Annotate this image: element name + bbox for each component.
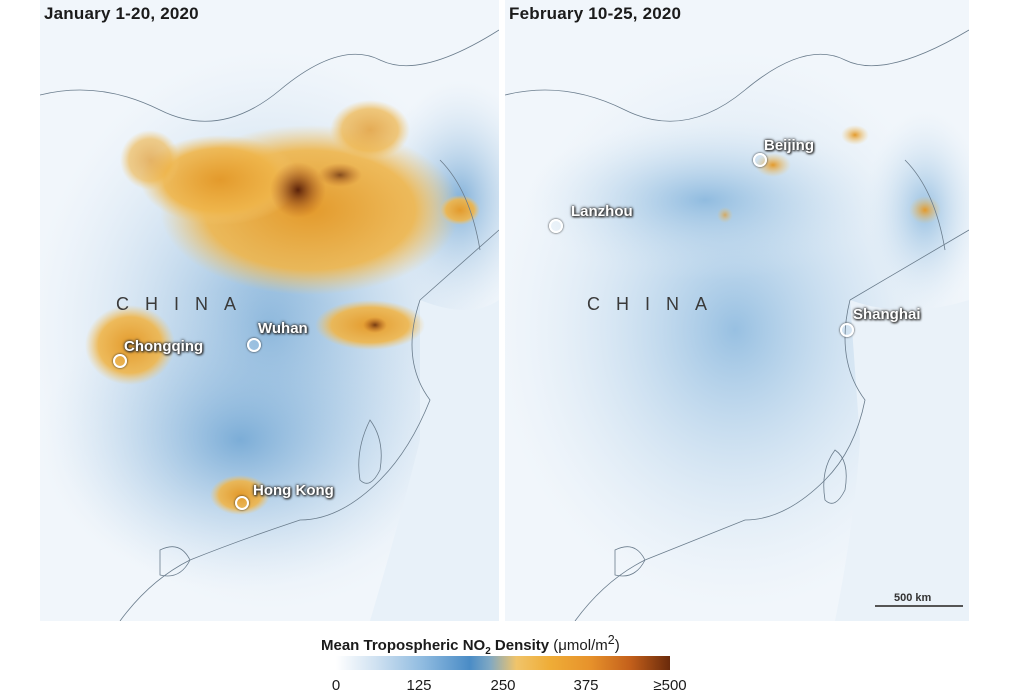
city-marker-beijing bbox=[753, 153, 767, 167]
city-marker-lanzhou bbox=[549, 219, 563, 233]
legend-tick-375: 375 bbox=[573, 677, 599, 694]
city-label-beijing: Beijing bbox=[764, 137, 815, 154]
map-title-february: February 10-25, 2020 bbox=[509, 4, 682, 23]
legend-unit: (μmol/m2) bbox=[553, 633, 620, 654]
scale-bar-label: 500 km bbox=[894, 592, 932, 604]
city-marker-shanghai bbox=[840, 323, 854, 337]
city-label-wuhan: Wuhan bbox=[258, 320, 308, 337]
legend-title-subscript: 2 bbox=[485, 646, 491, 657]
country-label-china: CHINA bbox=[587, 294, 724, 314]
legend-unit-prefix: (μmol/m bbox=[553, 637, 608, 654]
scale-bar bbox=[875, 605, 963, 607]
legend-tick-125: 125 bbox=[406, 677, 432, 694]
legend-color-bar bbox=[336, 656, 670, 670]
city-marker-hong-kong bbox=[235, 496, 249, 510]
city-label-lanzhou: Lanzhou bbox=[571, 203, 633, 220]
city-label-hong-kong: Hong Kong bbox=[253, 482, 334, 499]
legend-title-suffix: Density bbox=[490, 637, 554, 654]
map-january-no2 bbox=[40, 29, 499, 621]
map-panel-february: February 10-25, 2020 CHINA Beijing Lanzh… bbox=[505, 0, 969, 621]
legend-unit-suffix: ) bbox=[614, 637, 620, 654]
legend-title: Mean Tropospheric NO2 Density (μmol/m2) bbox=[321, 633, 620, 657]
city-label-chongqing: Chongqing bbox=[124, 338, 204, 355]
legend-unit-superscript: 2 bbox=[607, 633, 615, 647]
map-february-no2 bbox=[505, 29, 969, 621]
city-marker-chongqing bbox=[113, 354, 127, 368]
country-label-china: CHINA bbox=[116, 294, 253, 314]
legend-tick-0: 0 bbox=[331, 677, 341, 694]
city-marker-wuhan bbox=[247, 338, 261, 352]
city-label-shanghai: Shanghai bbox=[853, 306, 921, 323]
legend-tick-500: ≥500 bbox=[653, 677, 687, 694]
legend-tick-250: 250 bbox=[490, 677, 516, 694]
map-title-january: January 1-20, 2020 bbox=[44, 4, 199, 23]
legend-title-prefix: Mean Tropospheric NO bbox=[321, 637, 486, 654]
map-panel-january: January 1-20, 2020 CHINA Wuhan Chongqing… bbox=[40, 0, 499, 621]
